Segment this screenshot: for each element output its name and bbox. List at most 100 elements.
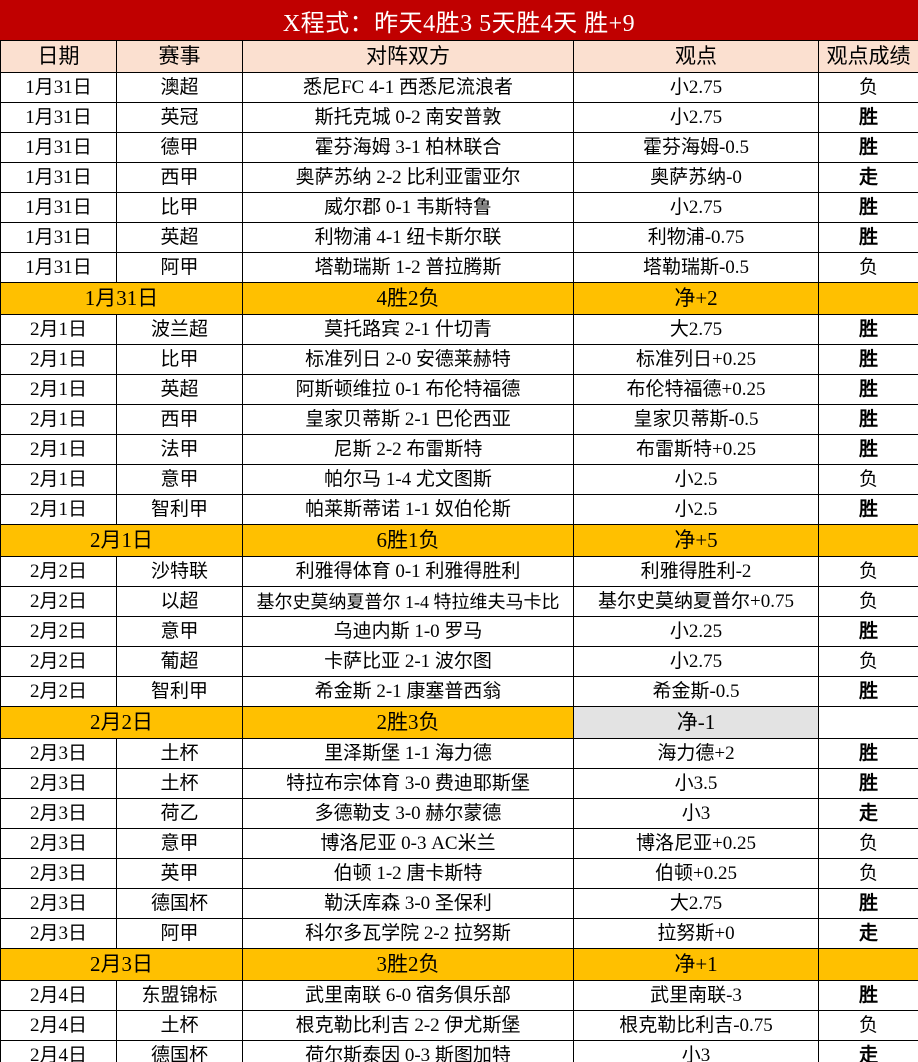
cell-view: 大2.75 [573,888,819,919]
summary-result-blank [818,524,918,557]
cell-result: 胜 [818,494,918,525]
cell-result: 走 [818,162,918,193]
cell-date: 2月3日 [0,888,117,919]
table-row: 2月3日 土杯 特拉布宗体育 3-0 费迪耶斯堡 小3.5 胜 [0,768,918,799]
cell-view: 小3 [573,1040,819,1062]
cell-league: 德国杯 [116,1040,243,1062]
cell-league: 法甲 [116,434,243,465]
summary-record: 6胜1负 [242,524,574,557]
cell-result: 负 [818,252,918,283]
cell-league: 英超 [116,374,243,405]
cell-date: 2月3日 [0,918,117,949]
cell-date: 2月3日 [0,798,117,829]
cell-match: 特拉布宗体育 3-0 费迪耶斯堡 [242,768,574,799]
cell-view: 小2.75 [573,102,819,133]
summary-row: 1月31日 4胜2负 净+2 [0,282,918,315]
table-row: 2月2日 智利甲 希金斯 2-1 康塞普西翁 希金斯-0.5 胜 [0,676,918,707]
cell-result: 负 [818,72,918,103]
cell-league: 沙特联 [116,556,243,587]
cell-result: 胜 [818,888,918,919]
cell-date: 2月3日 [0,828,117,859]
cell-result: 胜 [818,132,918,163]
cell-date: 2月3日 [0,858,117,889]
cell-match: 塔勒瑞斯 1-2 普拉腾斯 [242,252,574,283]
cell-date: 1月31日 [0,72,117,103]
cell-date: 2月1日 [0,314,117,345]
table-row: 1月31日 英超 利物浦 4-1 纽卡斯尔联 利物浦-0.75 胜 [0,222,918,253]
summary-result-blank [818,948,918,981]
cell-match: 利雅得体育 0-1 利雅得胜利 [242,556,574,587]
cell-match: 帕莱斯蒂诺 1-1 奴伯伦斯 [242,494,574,525]
column-header-result: 观点成绩 [818,40,918,73]
cell-league: 西甲 [116,162,243,193]
cell-view: 小2.5 [573,464,819,495]
cell-date: 2月4日 [0,980,117,1011]
cell-league: 英甲 [116,858,243,889]
table-row: 2月2日 葡超 卡萨比亚 2-1 波尔图 小2.75 负 [0,646,918,677]
cell-match: 勒沃库森 3-0 圣保利 [242,888,574,919]
cell-league: 意甲 [116,616,243,647]
cell-match: 荷尔斯泰因 0-3 斯图加特 [242,1040,574,1062]
cell-date: 1月31日 [0,192,117,223]
summary-record: 2胜3负 [242,706,574,739]
table-row: 2月1日 波兰超 莫托路宾 2-1 什切青 大2.75 胜 [0,314,918,345]
cell-match: 奥萨苏纳 2-2 比利亚雷亚尔 [242,162,574,193]
cell-result: 负 [818,828,918,859]
table-row: 2月3日 意甲 博洛尼亚 0-3 AC米兰 博洛尼亚+0.25 负 [0,828,918,859]
table-row: 1月31日 澳超 悉尼FC 4-1 西悉尼流浪者 小2.75 负 [0,72,918,103]
table-row: 2月3日 荷乙 多德勒支 3-0 赫尔蒙德 小3 走 [0,798,918,829]
cell-view: 皇家贝蒂斯-0.5 [573,404,819,435]
cell-result: 胜 [818,192,918,223]
table-row: 1月31日 阿甲 塔勒瑞斯 1-2 普拉腾斯 塔勒瑞斯-0.5 负 [0,252,918,283]
summary-date: 2月2日 [0,706,243,739]
cell-view: 霍芬海姆-0.5 [573,132,819,163]
summary-result-blank [818,706,918,739]
summary-net: 净+5 [573,524,819,557]
cell-date: 2月2日 [0,616,117,647]
cell-league: 波兰超 [116,314,243,345]
cell-result: 胜 [818,222,918,253]
cell-date: 2月1日 [0,464,117,495]
cell-result: 负 [818,556,918,587]
table-row: 1月31日 西甲 奥萨苏纳 2-2 比利亚雷亚尔 奥萨苏纳-0 走 [0,162,918,193]
table-row: 2月1日 法甲 尼斯 2-2 布雷斯特 布雷斯特+0.25 胜 [0,434,918,465]
summary-date: 1月31日 [0,282,243,315]
cell-view: 小2.25 [573,616,819,647]
cell-result: 胜 [818,676,918,707]
cell-match: 皇家贝蒂斯 2-1 巴伦西亚 [242,404,574,435]
summary-net: 净+1 [573,948,819,981]
cell-view: 小3.5 [573,768,819,799]
table-header-row: 日期 赛事 对阵双方 观点 观点成绩 [0,40,918,73]
table-row: 1月31日 英冠 斯托克城 0-2 南安普敦 小2.75 胜 [0,102,918,133]
cell-result: 负 [818,1010,918,1041]
table-row: 2月1日 意甲 帕尔马 1-4 尤文图斯 小2.5 负 [0,464,918,495]
cell-result: 负 [818,646,918,677]
table-row: 2月4日 东盟锦标 武里南联 6-0 宿务俱乐部 武里南联-3 胜 [0,980,918,1011]
cell-view: 大2.75 [573,314,819,345]
cell-view: 伯顿+0.25 [573,858,819,889]
cell-league: 英冠 [116,102,243,133]
cell-date: 2月3日 [0,738,117,769]
cell-view: 武里南联-3 [573,980,819,1011]
summary-record: 4胜2负 [242,282,574,315]
table-row: 2月3日 土杯 里泽斯堡 1-1 海力德 海力德+2 胜 [0,738,918,769]
cell-match: 阿斯顿维拉 0-1 布伦特福德 [242,374,574,405]
cell-result: 走 [818,798,918,829]
cell-match: 博洛尼亚 0-3 AC米兰 [242,828,574,859]
cell-match: 里泽斯堡 1-1 海力德 [242,738,574,769]
cell-result: 负 [818,586,918,617]
cell-view: 利物浦-0.75 [573,222,819,253]
cell-match: 利物浦 4-1 纽卡斯尔联 [242,222,574,253]
cell-match: 乌迪内斯 1-0 罗马 [242,616,574,647]
cell-date: 2月2日 [0,646,117,677]
cell-view: 小2.75 [573,192,819,223]
cell-date: 1月31日 [0,102,117,133]
column-header-league: 赛事 [116,40,243,73]
cell-date: 1月31日 [0,132,117,163]
cell-match: 莫托路宾 2-1 什切青 [242,314,574,345]
results-table-body: 日期 赛事 对阵双方 观点 观点成绩 1月31日 澳超 悉尼FC 4-1 西悉尼流浪… [0,40,918,1062]
cell-match: 多德勒支 3-0 赫尔蒙德 [242,798,574,829]
cell-match: 武里南联 6-0 宿务俱乐部 [242,980,574,1011]
table-row: 2月2日 意甲 乌迪内斯 1-0 罗马 小2.25 胜 [0,616,918,647]
cell-view: 利雅得胜利-2 [573,556,819,587]
